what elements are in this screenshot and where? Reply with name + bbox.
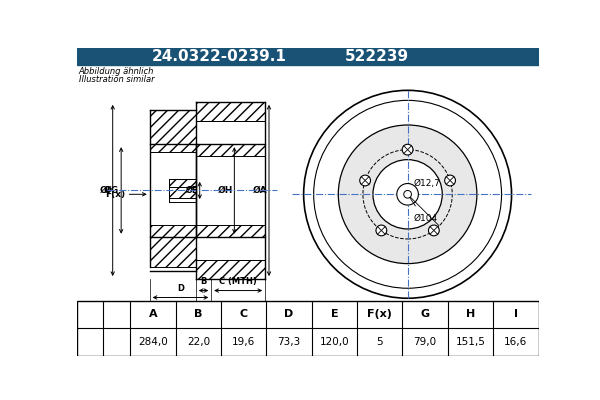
Text: E: E: [331, 310, 338, 320]
Bar: [165, 171, 200, 206]
Text: C (MTH): C (MTH): [220, 277, 257, 286]
Circle shape: [397, 184, 418, 205]
Text: ØH: ØH: [217, 186, 233, 195]
Text: 22,0: 22,0: [187, 337, 210, 347]
Text: Abbildung ähnlich: Abbildung ähnlich: [79, 67, 154, 76]
Circle shape: [402, 144, 413, 155]
Text: F(x): F(x): [367, 310, 392, 320]
Circle shape: [373, 160, 442, 229]
Text: B: B: [194, 310, 203, 320]
Text: 284,0: 284,0: [138, 337, 168, 347]
Bar: [149, 110, 196, 152]
Text: C: C: [239, 310, 248, 320]
Text: 151,5: 151,5: [455, 337, 485, 347]
Bar: [196, 225, 265, 237]
Text: ØI: ØI: [99, 186, 110, 195]
Text: B: B: [200, 277, 207, 286]
Circle shape: [376, 225, 387, 236]
Text: 19,6: 19,6: [232, 337, 256, 347]
Text: Illustration similar: Illustration similar: [79, 75, 154, 84]
Text: 79,0: 79,0: [413, 337, 437, 347]
Text: ØA: ØA: [253, 186, 268, 195]
Text: D: D: [177, 284, 184, 293]
Circle shape: [360, 175, 371, 186]
Text: ØG: ØG: [104, 186, 119, 195]
Bar: [196, 152, 265, 225]
Text: 73,3: 73,3: [277, 337, 301, 347]
Circle shape: [338, 125, 477, 264]
Text: H: H: [466, 310, 475, 320]
Text: ØE: ØE: [185, 186, 198, 195]
Circle shape: [445, 175, 455, 186]
Text: D: D: [284, 310, 294, 320]
Text: Ø104: Ø104: [414, 214, 438, 222]
Bar: [77, 48, 539, 65]
Bar: [196, 260, 265, 279]
Text: G: G: [421, 310, 430, 320]
Bar: [169, 186, 196, 198]
Text: 522239: 522239: [345, 49, 409, 64]
Circle shape: [314, 100, 502, 288]
Text: A: A: [149, 310, 157, 320]
Circle shape: [428, 225, 439, 236]
Text: 16,6: 16,6: [504, 337, 527, 347]
Text: Ø12,7: Ø12,7: [414, 179, 440, 188]
Text: I: I: [514, 310, 518, 320]
Text: 24.0322-0239.1: 24.0322-0239.1: [152, 49, 286, 64]
Bar: [77, 300, 539, 356]
Text: 120,0: 120,0: [320, 337, 349, 347]
Bar: [149, 225, 196, 268]
Circle shape: [304, 90, 512, 298]
Text: 5: 5: [376, 337, 383, 347]
Bar: [169, 179, 196, 190]
Bar: [196, 144, 265, 156]
Bar: [196, 102, 265, 121]
Circle shape: [404, 190, 412, 198]
Text: F(x): F(x): [105, 190, 125, 199]
